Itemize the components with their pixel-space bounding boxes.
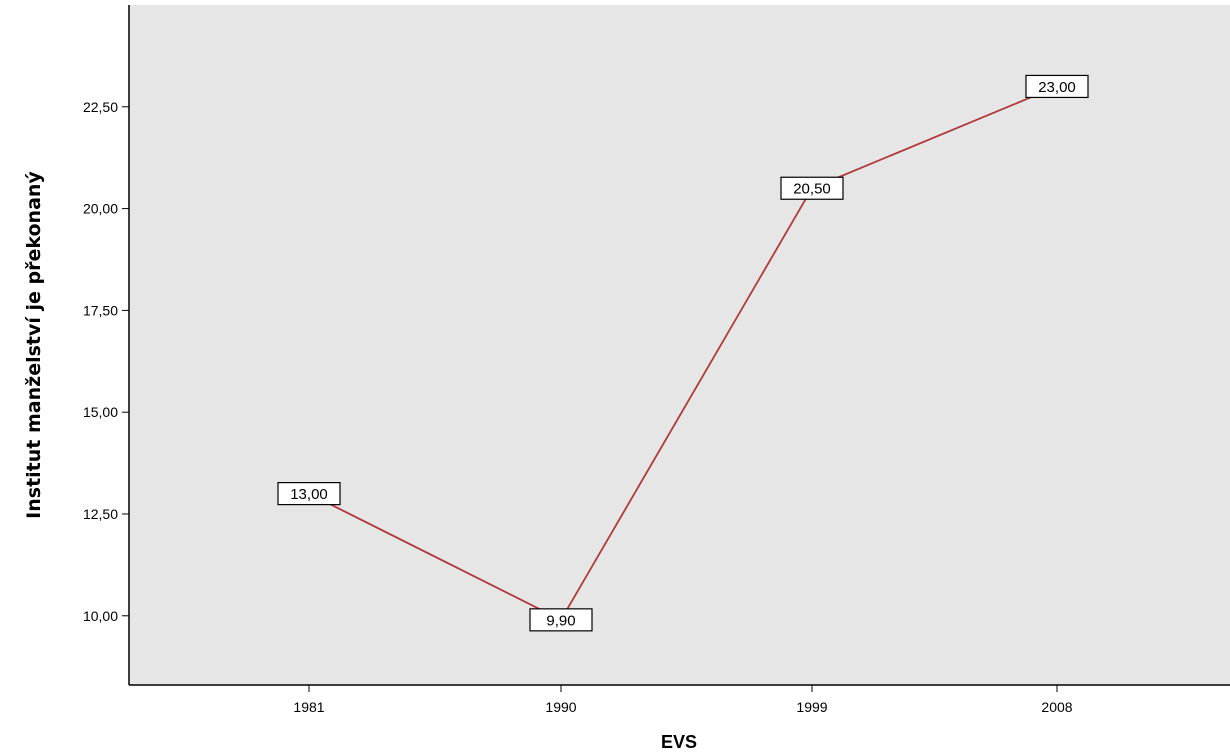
- x-axis-title: EVS: [661, 732, 697, 752]
- x-axis-ticks: 1981 1990 1999 2008: [293, 685, 1073, 715]
- x-tick-label: 1981: [293, 699, 324, 715]
- data-labels-group: 13,00 9,90 20,50 23,00: [277, 74, 1089, 632]
- data-label: 20,50: [780, 176, 844, 200]
- y-axis-title: Institut manželství je překonaný: [23, 171, 45, 519]
- data-label-box: [277, 482, 341, 506]
- data-label-box: [780, 176, 844, 200]
- data-label-text: 9,90: [546, 612, 575, 629]
- y-tick-label: 12,50: [83, 506, 118, 522]
- data-label-box: [529, 608, 593, 632]
- y-tick-label: 15,00: [83, 404, 118, 420]
- data-label-text: 13,00: [290, 486, 328, 503]
- y-tick-label: 20,00: [83, 201, 118, 217]
- y-tick-label: 17,50: [83, 302, 118, 318]
- series-line: [308, 85, 1058, 621]
- data-label: 23,00: [1025, 74, 1089, 99]
- x-tick-label: 2008: [1041, 699, 1072, 715]
- data-label: 9,90: [529, 608, 593, 632]
- data-label-text: 20,50: [793, 181, 831, 198]
- y-tick-label: 10,00: [83, 608, 118, 624]
- data-label-text: 23,00: [1038, 79, 1076, 96]
- x-tick-label: 1999: [796, 699, 827, 715]
- x-tick-label: 1990: [545, 699, 576, 715]
- y-axis-ticks: 10,00 12,50 15,00 17,50 20,00 22,50: [83, 99, 129, 624]
- y-tick-label: 22,50: [83, 99, 118, 115]
- data-label-box: [1025, 74, 1089, 99]
- plot-background: [129, 5, 1230, 685]
- data-label: 13,00: [277, 482, 341, 506]
